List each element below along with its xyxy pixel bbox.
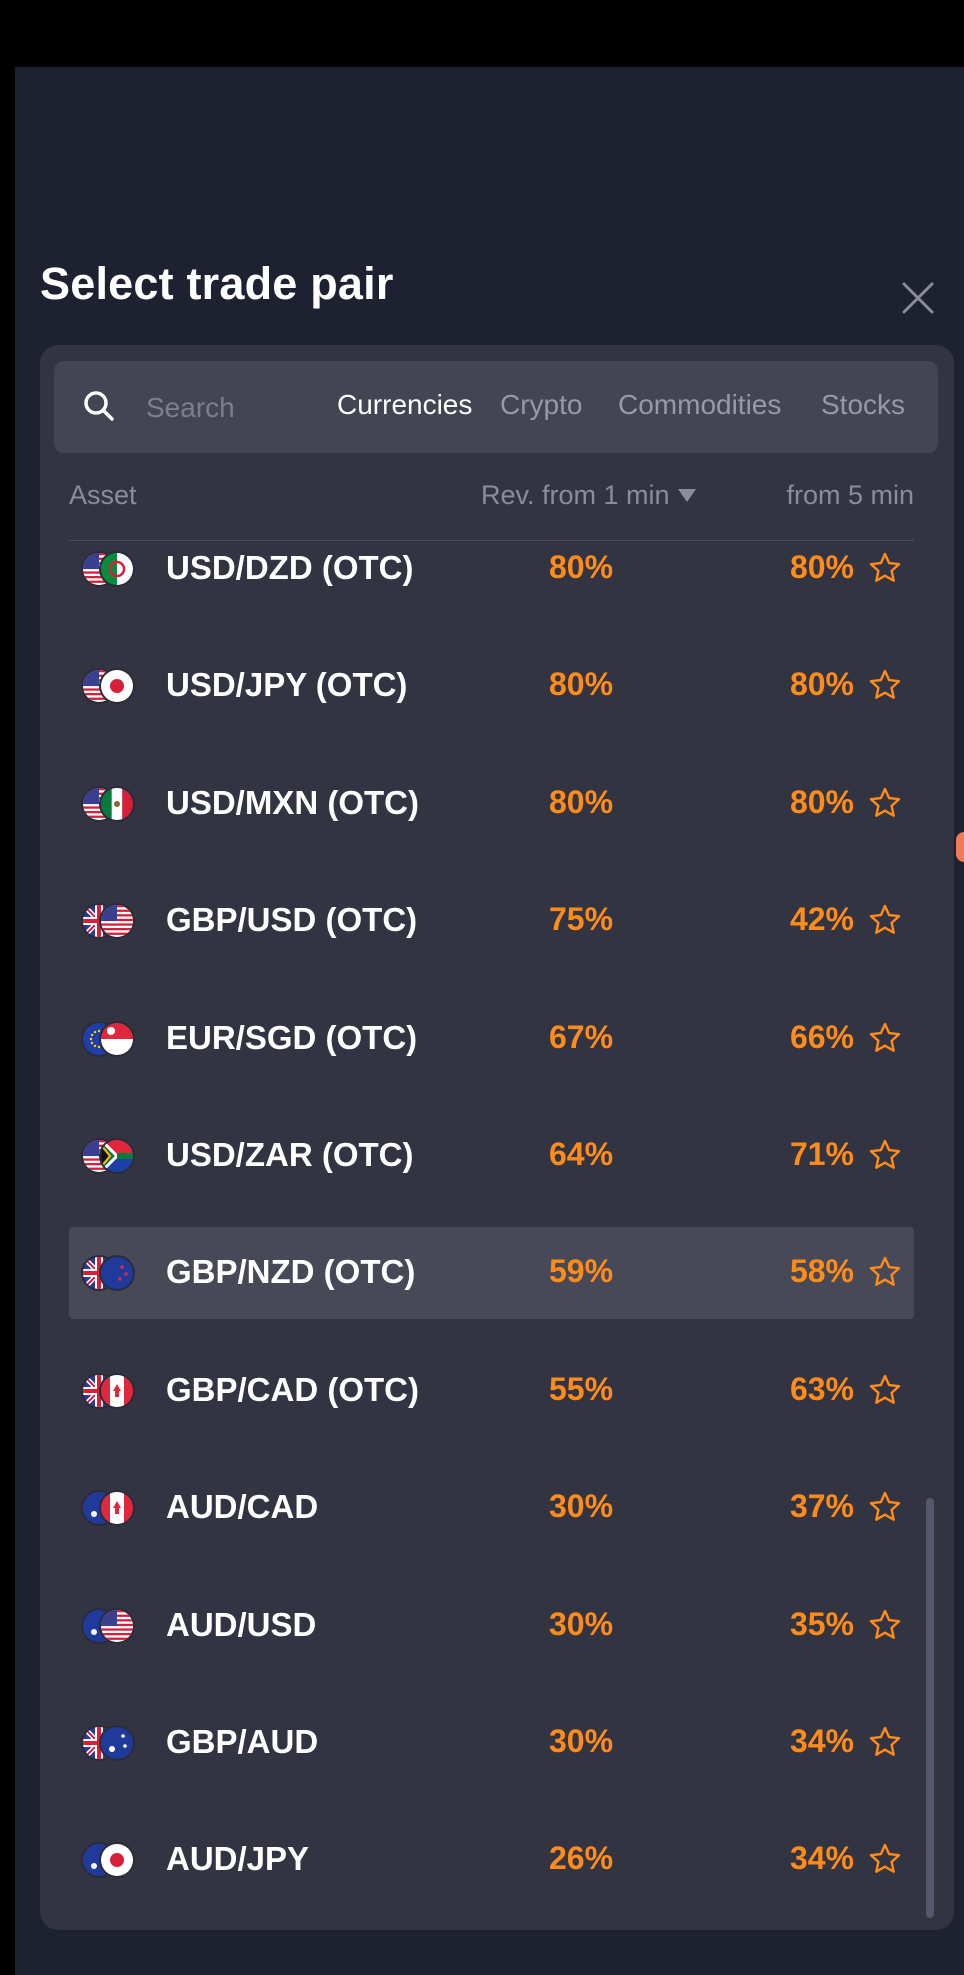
star-outline-icon[interactable] — [868, 1608, 902, 1642]
payout-1min: 80% — [549, 666, 614, 703]
asset-row[interactable]: GBP/USD (OTC) 75% 42% — [69, 875, 914, 967]
asset-row[interactable]: USD/JPY (OTC) 80% 80% — [69, 640, 914, 732]
payout-1min: 59% — [549, 1253, 614, 1290]
asset-name: AUD/USD — [166, 1605, 317, 1643]
currency-flags-icon — [81, 1020, 135, 1057]
asset-name: GBP/NZD (OTC) — [166, 1253, 416, 1291]
header-divider — [69, 540, 914, 541]
asset-name: GBP/CAD (OTC) — [166, 1370, 419, 1408]
star-outline-icon[interactable] — [868, 1021, 902, 1055]
page-title: Select trade pair — [40, 258, 394, 309]
asset-row[interactable]: USD/MXN (OTC) 80% 80% — [69, 758, 914, 850]
payout-5min: 80% — [789, 666, 854, 703]
currency-flags-icon — [81, 1490, 135, 1527]
tab-stocks[interactable]: Stocks — [821, 389, 906, 420]
payout-5min: 80% — [789, 783, 854, 820]
asset-name: GBP/USD (OTC) — [166, 901, 418, 939]
asset-row[interactable]: USD/ZAR (OTC) 64% 71% — [69, 1110, 914, 1202]
currency-flags-icon — [81, 903, 135, 940]
asset-row[interactable]: AUD/JPY 26% 34% — [69, 1814, 914, 1906]
payout-1min: 80% — [549, 783, 614, 820]
asset-list: USD/DZD (OTC) 80% 80% USD/JPY (OTC) 80% 80% … — [40, 541, 954, 1930]
currency-flags-icon — [81, 1725, 135, 1761]
star-outline-icon[interactable] — [868, 1490, 902, 1524]
star-outline-icon[interactable] — [868, 786, 902, 820]
payout-5min: 42% — [789, 901, 854, 938]
star-outline-icon[interactable] — [868, 903, 902, 937]
asset-name: USD/JPY (OTC) — [166, 666, 408, 704]
column-header-asset: Asset — [69, 480, 137, 510]
star-outline-icon[interactable] — [868, 668, 902, 702]
star-outline-icon[interactable] — [868, 1842, 902, 1876]
payout-1min: 75% — [549, 901, 614, 938]
scrollbar-thumb[interactable] — [926, 1498, 934, 1918]
asset-row[interactable]: GBP/CAD (OTC) 55% 63% — [69, 1345, 914, 1437]
payout-1min: 64% — [549, 1136, 614, 1172]
payout-1min: 67% — [549, 1018, 614, 1055]
payout-5min: 80% — [789, 549, 854, 585]
currency-flags-icon — [81, 785, 135, 822]
asset-row[interactable]: GBP/AUD 30% 34% — [69, 1697, 914, 1789]
asset-row[interactable]: AUD/USD 30% 35% — [69, 1580, 914, 1672]
asset-row[interactable]: GBP/NZD (OTC) 59% 58% — [69, 1227, 914, 1320]
asset-name: USD/DZD (OTC) — [166, 549, 414, 586]
asset-name: GBP/AUD — [166, 1723, 319, 1760]
payout-5min: 63% — [789, 1370, 854, 1407]
close-icon[interactable] — [900, 280, 936, 316]
asset-row[interactable]: EUR/SGD (OTC) 67% 66% — [69, 993, 914, 1085]
edge-indicator — [956, 832, 964, 862]
asset-name: USD/MXN (OTC) — [166, 783, 419, 821]
payout-1min: 30% — [549, 1488, 614, 1525]
payout-5min: 35% — [789, 1605, 854, 1642]
asset-name: AUD/JPY — [166, 1840, 310, 1878]
column-header-rev1[interactable]: Rev. from 1 min — [481, 480, 696, 511]
star-outline-icon[interactable] — [868, 1373, 902, 1407]
asset-name: EUR/SGD (OTC) — [166, 1018, 418, 1056]
payout-5min: 34% — [789, 1840, 854, 1877]
currency-flags-icon — [81, 1842, 135, 1879]
asset-row[interactable]: USD/DZD (OTC) 80% 80% — [69, 541, 914, 615]
payout-5min: 37% — [789, 1488, 854, 1525]
sort-down-icon — [677, 489, 696, 502]
tab-currencies[interactable]: Currencies — [337, 389, 473, 420]
star-outline-icon[interactable] — [868, 1725, 902, 1759]
payout-5min: 58% — [789, 1253, 854, 1290]
currency-flags-icon — [81, 1138, 135, 1174]
star-outline-icon[interactable] — [868, 1255, 902, 1289]
payout-5min: 34% — [789, 1723, 854, 1759]
star-outline-icon[interactable] — [868, 1138, 902, 1172]
asset-name: AUD/CAD — [166, 1488, 319, 1526]
search-input[interactable] — [144, 383, 318, 433]
payout-1min: 55% — [549, 1370, 614, 1407]
search-bar: Currencies Crypto Commodities Stocks — [54, 361, 938, 453]
payout-5min: 71% — [789, 1136, 854, 1172]
currency-flags-icon — [81, 1372, 135, 1409]
payout-1min: 30% — [549, 1605, 614, 1642]
payout-1min: 30% — [549, 1723, 614, 1759]
column-header-rev5[interactable]: from 5 min — [786, 480, 914, 510]
column-header-rev1-label: Rev. from 1 min — [481, 480, 670, 510]
tab-crypto[interactable]: Crypto — [500, 389, 583, 420]
star-outline-icon[interactable] — [868, 551, 902, 585]
currency-flags-icon — [81, 668, 135, 705]
trade-pair-panel: Currencies Crypto Commodities Stocks Ass… — [40, 345, 954, 1930]
payout-1min: 80% — [549, 549, 614, 585]
asset-name: USD/ZAR (OTC) — [166, 1136, 414, 1173]
currency-flags-icon — [81, 551, 135, 587]
payout-5min: 66% — [789, 1018, 854, 1055]
asset-row[interactable]: AUD/CAD 30% 37% — [69, 1462, 914, 1554]
payout-1min: 26% — [549, 1840, 614, 1877]
currency-flags-icon — [81, 1607, 135, 1644]
search-icon[interactable] — [82, 389, 116, 423]
currency-flags-icon — [81, 1255, 135, 1292]
tab-commodities[interactable]: Commodities — [618, 389, 782, 420]
